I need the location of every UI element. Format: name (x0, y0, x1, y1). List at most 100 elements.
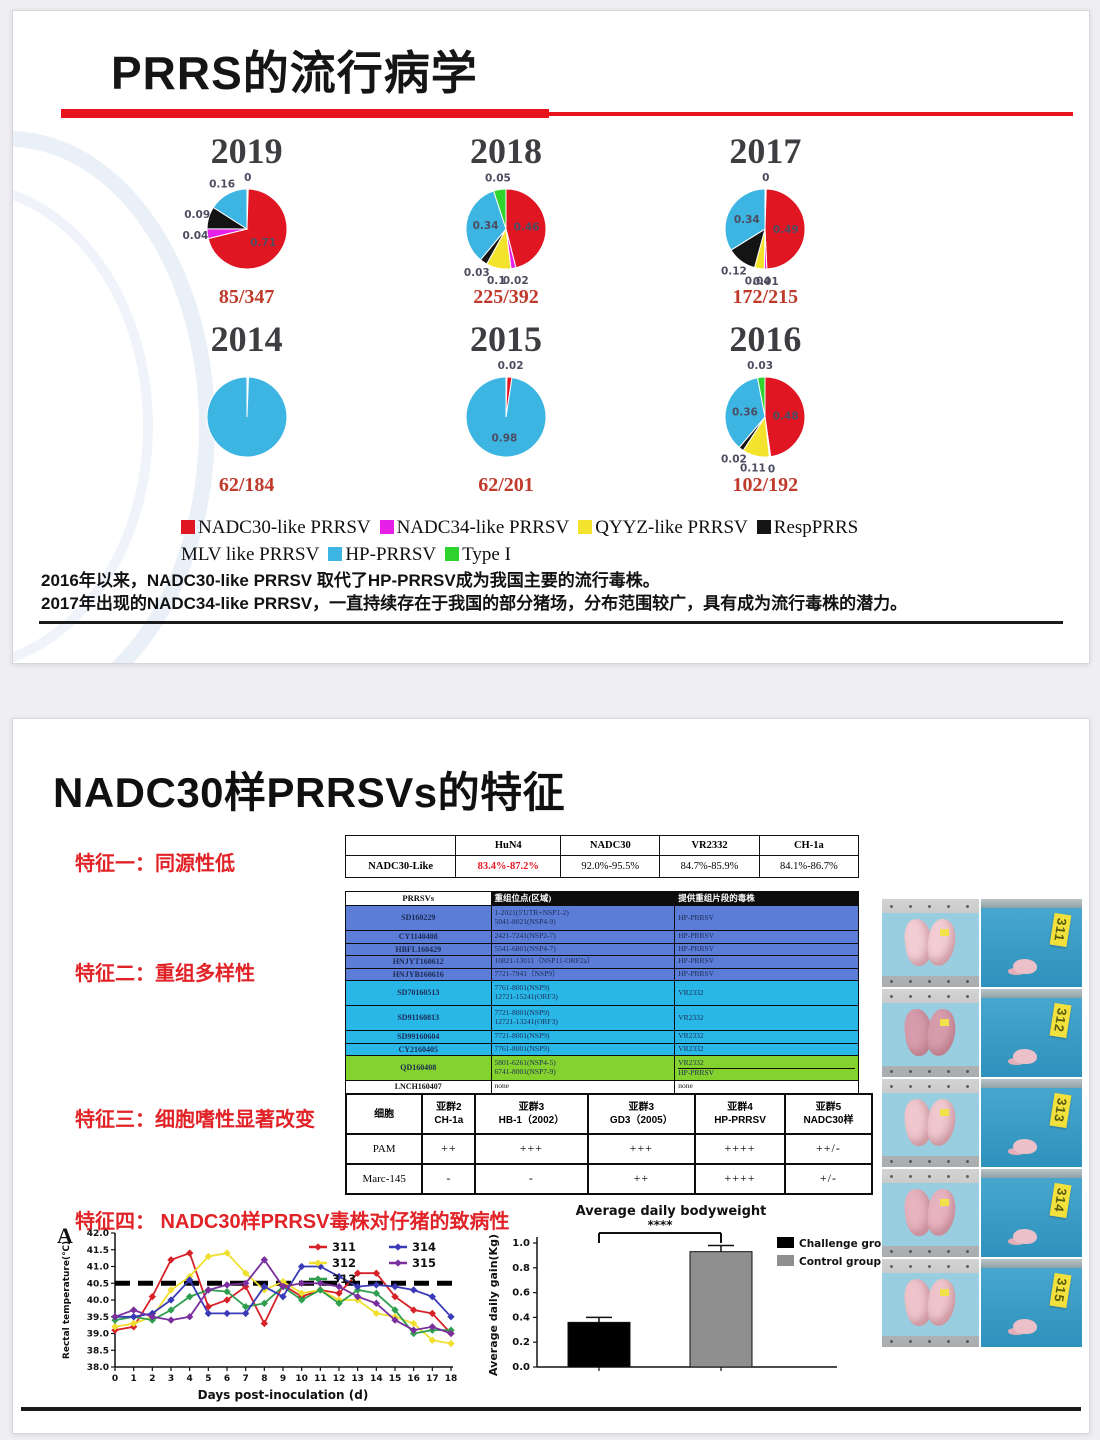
cell-line: CY2160405 (398, 1044, 439, 1054)
lung-photo-315 (882, 1259, 979, 1347)
tropism-header-cell: 亚群3 GD3（2005） (586, 1093, 697, 1135)
tropism-header-cell: 细胞 (344, 1093, 424, 1135)
x-tick-label: 10 (295, 1374, 308, 1384)
recombination-strain-cell: SD160229 (345, 905, 492, 931)
recombination-strain-cell: CY2160405 (345, 1042, 492, 1056)
pie-value-label: 0.34 (473, 220, 499, 232)
legend-label: NADC30-like PRRSV (198, 517, 371, 538)
recombination-region-cell: 7761-8001(NSP9) 12721-15241(ORF3) (490, 980, 676, 1006)
pie-year-label: 2016 (729, 319, 802, 359)
data-point (409, 1319, 418, 1328)
cell-line: SD99160604 (397, 1032, 440, 1042)
legend-series-label: 312 (332, 1256, 356, 1270)
x-tick-label: 9 (280, 1374, 286, 1384)
homology-table: HuN4 NADC30 VR2332 CH-1a NADC30-Like 83.4%-87… (344, 835, 860, 878)
y-axis-title: Average daily gain(Kg) (487, 1234, 500, 1376)
legend-swatch-icon (756, 520, 771, 534)
recombination-strain-cell: LNCH160407 (345, 1080, 492, 1094)
cell-line: HP-PRRSV (678, 956, 715, 966)
pie-value-label: 0.04 (745, 275, 771, 287)
pie-chart-2016: 0.48 00.110.02 0.36 0.03 (721, 360, 806, 475)
recombination-strain-cell: HNJYB160616 (345, 967, 492, 981)
rectal-temperature-line-chart: 38.038.539.039.540.040.541.041.542.00 1 2 3… (57, 1223, 459, 1402)
pie-chart-cell-2016: 2016 0.48 0 0.11 0.02 0.36 0.03 102/192 (636, 319, 895, 501)
data-point (167, 1306, 175, 1314)
bar-Control-group (689, 1251, 753, 1368)
legend-marker (394, 1243, 402, 1251)
x-tick-label: 0 (112, 1374, 118, 1384)
pie-value-label: 0.02 (503, 275, 529, 287)
data-point (167, 1256, 175, 1264)
y-axis-title: Rectal temperature(℃) (62, 1241, 72, 1359)
slide1-bottom-rule (39, 621, 1063, 624)
data-point (204, 1309, 213, 1318)
cell-tropism-table: 细胞 亚群2 CH-1a 亚群3 HB-1（2002） 亚群3 GD3（2005） 亚群4 HP… (344, 1093, 874, 1195)
data-point (204, 1286, 213, 1294)
legend-item: NADC34-like PRRSV (379, 517, 569, 538)
lung-photo-311 (882, 899, 979, 987)
data-point (204, 1252, 213, 1261)
data-point (167, 1286, 175, 1294)
cell-line: CY1140408 (398, 932, 438, 942)
cell-line: 10821-13011（NSP11-ORF2a） (494, 956, 595, 966)
data-point (223, 1309, 231, 1318)
data-point (241, 1269, 250, 1277)
data-point (409, 1286, 418, 1294)
summary-notes: 2016年以来，NADC30-like PRRSV 取代了HP-PRRSV成为我… (41, 569, 1065, 616)
photo-tag-chip (940, 1198, 950, 1206)
x-tick-label: 16 (407, 1374, 420, 1384)
cell-line: SD160229 (401, 913, 436, 923)
cell-line: none (678, 1081, 693, 1091)
tropism-cell-type: PAM (344, 1133, 424, 1165)
feature-4-label: 特征四： NADC30样PRRSV毒株对仔猪的致病性 (75, 1211, 510, 1233)
cell-line: 7721-8001(NSP9) (494, 1008, 550, 1018)
tropism-value-cell: - (474, 1163, 589, 1195)
recombination-region-cell: 1-2021(5'UTR+NSP1-2) 5041-8021(NSP4-9) (490, 905, 676, 931)
bar-legend-swatch (777, 1255, 794, 1266)
x-tick-label: 6 (224, 1374, 230, 1384)
x-tick-label: 12 (333, 1374, 346, 1384)
pie-slice (505, 188, 547, 269)
y-tick-label: 1.0 (512, 1238, 530, 1249)
data-point (129, 1306, 138, 1314)
x-tick-label: 18 (445, 1374, 458, 1384)
legend-item: RespPRRS MLV like PRRSV (181, 517, 858, 565)
cell-line: QD160408 (400, 1063, 437, 1073)
recombination-donor-cell: VR2332 HP-PRRSV (674, 1055, 859, 1081)
feature-1-label: 特征一：同源性低 (75, 853, 235, 875)
y-tick-label: 38.0 (87, 1363, 109, 1373)
legend-series-label: 313 (332, 1272, 356, 1286)
recombination-donor-cell: VR2332 (674, 1005, 859, 1031)
pie-chart-cell-2017: 2017 0 0.49 0.01 0.04 0.12 0.34 172/215 (636, 132, 895, 313)
tropism-value-cell: ++ (421, 1133, 477, 1165)
bar-legend-label: Challenge group (799, 1238, 897, 1250)
homology-value-cell: 84.7%-85.9% (659, 855, 760, 878)
slide1-title: PRRS的流行病学 (111, 47, 478, 99)
lymphnode-tissue (1013, 1048, 1038, 1064)
pie-value-label: 0.36 (732, 406, 758, 418)
bar-Challenge-group (567, 1321, 631, 1368)
pie-slice (465, 190, 507, 261)
y-tick-label: 39.0 (87, 1330, 109, 1340)
legend-marker (314, 1243, 322, 1251)
legend-item: NADC30-like PRRSV (181, 517, 371, 538)
recombination-strain-cell: SD70160513 (345, 980, 492, 1006)
x-tick-label: 11 (314, 1374, 327, 1384)
pie-value-label: 0 (244, 172, 251, 184)
tropism-value-cell: +++ (586, 1133, 697, 1165)
sample-tag-label: 314 (1049, 1182, 1072, 1218)
lymphnode-photo-315: 315 (981, 1259, 1082, 1347)
data-point (353, 1282, 362, 1291)
homology-value-cell: 84.1%-86.7% (758, 855, 860, 878)
pie-value-label: 0.11 (740, 462, 766, 474)
legend-item: Type I (445, 544, 511, 565)
lymphnode-photo-313: 313 (981, 1079, 1082, 1167)
data-point (260, 1319, 269, 1328)
panel-label: A (57, 1223, 73, 1248)
pie-year-label: 2015 (469, 319, 542, 359)
pie-value-label: 0.71 (250, 237, 276, 249)
cell-line: HNJYT160612 (392, 957, 444, 967)
tropism-header-cell: 亚群4 HP-PRRSV (694, 1093, 786, 1135)
tropism-cell-type: Marc-145 (344, 1163, 424, 1195)
pie-fraction-label: 85/347 (218, 285, 275, 308)
